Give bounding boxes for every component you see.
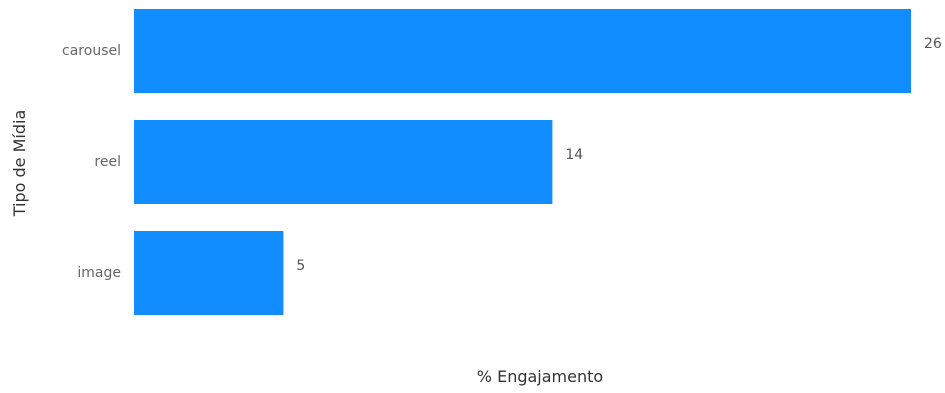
bars-layer (134, 9, 911, 315)
value-labels: 26 14 5 (296, 36, 941, 274)
bar-image[interactable] (134, 231, 284, 315)
category-label-image: image (77, 265, 121, 281)
x-axis-title: % Engajamento (477, 367, 603, 386)
value-label-reel: 14 (565, 147, 583, 163)
value-label-image: 5 (296, 258, 305, 274)
category-labels: carousel reel image (62, 43, 121, 281)
bar-carousel[interactable] (134, 9, 911, 93)
category-label-reel: reel (94, 154, 121, 170)
category-label-carousel: carousel (62, 43, 121, 59)
bar-reel[interactable] (134, 120, 553, 204)
value-label-carousel: 26 (924, 36, 942, 52)
y-axis-title: Tipo de Mídia (10, 110, 29, 218)
